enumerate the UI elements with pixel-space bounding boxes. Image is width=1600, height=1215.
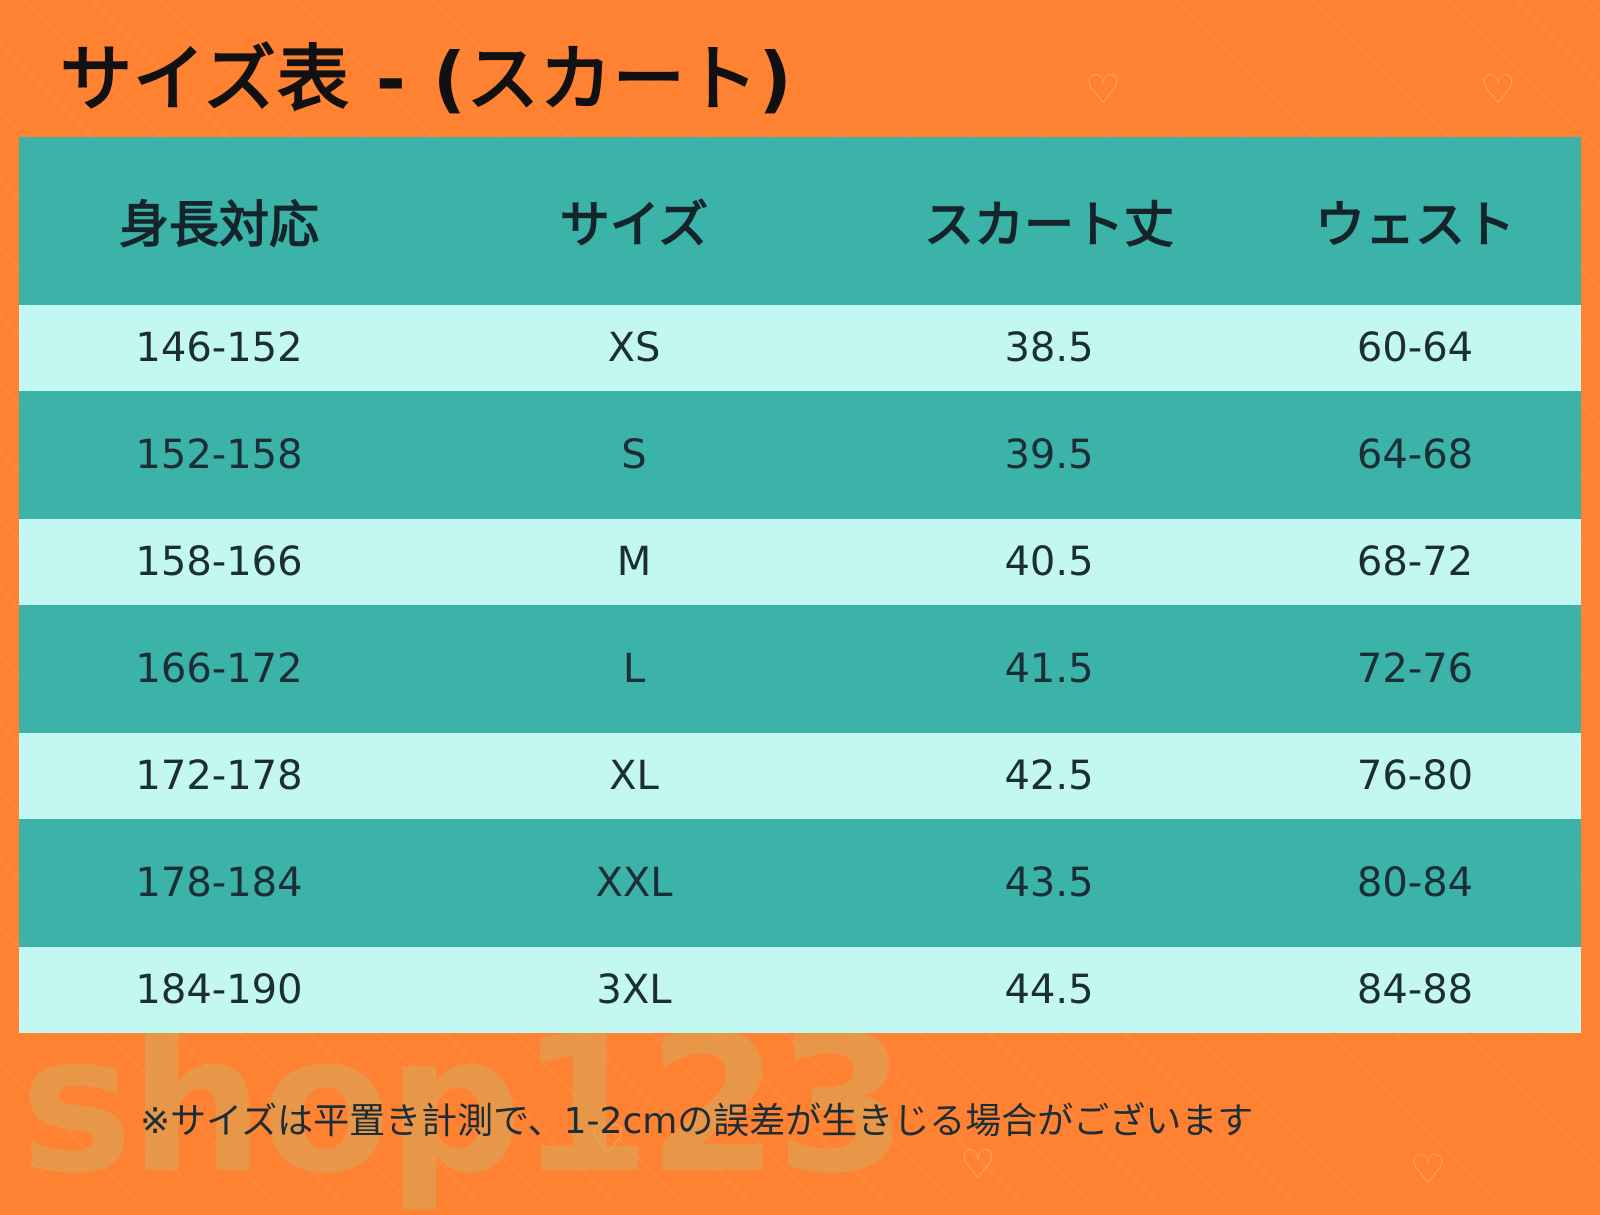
measurement-note: ※サイズは平置き計測で、1-2cmの誤差が生きじる場合がございます [140,1101,1254,1142]
table-row: 146-152 XS 38.5 60-64 [19,305,1581,391]
table-row: 166-172 L 41.5 72-76 [19,605,1581,733]
header-size: サイズ [559,196,709,254]
heart-icon: ♡ [1480,67,1516,113]
heart-icon: ♡ [960,1142,996,1188]
cell-skirt-length: 42.5 [1004,753,1094,799]
page-title: サイズ表 - (スカート) [60,37,793,121]
heart-icon: ♡ [590,1117,626,1163]
heart-icon: ♡ [1085,67,1121,113]
cell-size: 3XL [596,967,672,1013]
cell-size: M [616,539,652,585]
cell-skirt-length: 43.5 [1004,860,1094,906]
cell-waist: 68-72 [1356,539,1474,585]
watermark: shop123 [20,994,907,1215]
cell-height: 184-190 [135,967,303,1013]
header-waist: ウェスト [1315,196,1515,254]
cell-height: 172-178 [135,753,303,799]
cell-waist: 64-68 [1356,432,1474,478]
table-row: 178-184 XXL 43.5 80-84 [19,819,1581,947]
table-header-row: 身長対応 サイズ スカート丈 ウェスト [19,137,1581,305]
cell-skirt-length: 44.5 [1004,967,1094,1013]
cell-skirt-length: 39.5 [1004,432,1094,478]
cell-size: XXL [595,860,673,906]
header-height: 身長対応 [119,196,319,254]
header-skirt-length: スカート丈 [924,196,1174,254]
cell-skirt-length: 41.5 [1004,646,1094,692]
cell-height: 152-158 [135,432,303,478]
table-row: 172-178 XL 42.5 76-80 [19,733,1581,819]
size-table: 身長対応 サイズ スカート丈 ウェスト 146-152 XS 38.5 60-6… [19,137,1581,1033]
cell-waist: 60-64 [1356,325,1474,371]
table-row: 152-158 S 39.5 64-68 [19,391,1581,519]
cell-size: XS [607,325,661,371]
cell-size: S [621,432,647,478]
cell-size: XL [609,753,659,799]
heart-icon: ♡ [1410,1147,1446,1193]
cell-height: 166-172 [135,646,303,692]
cell-waist: 80-84 [1356,860,1474,906]
cell-skirt-length: 40.5 [1004,539,1094,585]
cell-waist: 84-88 [1356,967,1474,1013]
cell-skirt-length: 38.5 [1004,325,1094,371]
cell-waist: 76-80 [1356,753,1474,799]
cell-height: 158-166 [135,539,303,585]
cell-size: L [622,646,646,692]
table-row: 158-166 M 40.5 68-72 [19,519,1581,605]
table-row: 184-190 3XL 44.5 84-88 [19,947,1581,1033]
cell-height: 178-184 [135,860,303,906]
cell-height: 146-152 [135,325,303,371]
cell-waist: 72-76 [1356,646,1474,692]
